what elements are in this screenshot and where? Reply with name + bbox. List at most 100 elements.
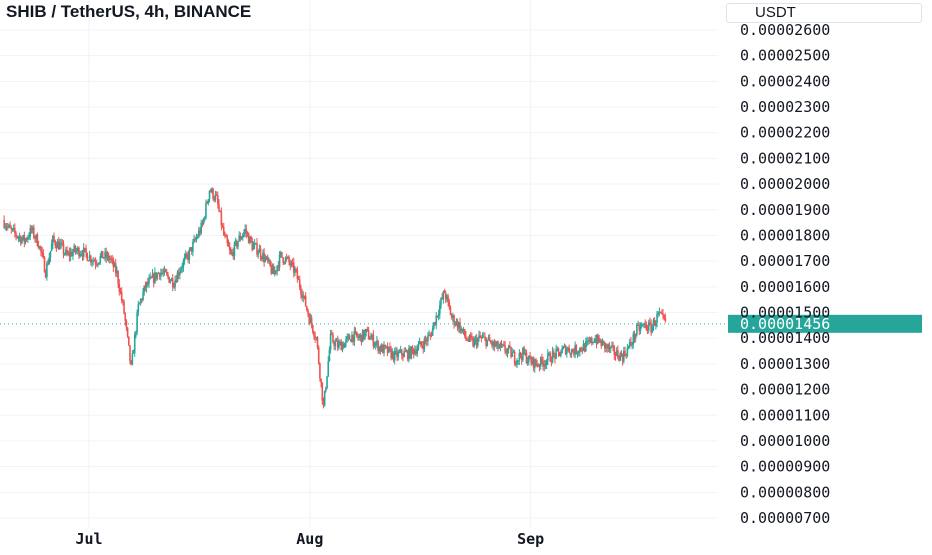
candle-body (274, 270, 276, 275)
candle-body (342, 344, 345, 348)
candle-body (568, 347, 571, 353)
candle-body (543, 363, 546, 367)
candle-body (99, 256, 102, 263)
candle-body (88, 255, 91, 261)
candle-body (658, 312, 661, 314)
candle-body (228, 246, 231, 251)
candle-body (315, 337, 318, 339)
candle-body (170, 278, 173, 281)
candle-body (500, 343, 503, 346)
candle-body (443, 291, 446, 293)
candle-body (536, 363, 538, 367)
last-price-label: 0.00001456 (740, 315, 830, 333)
candle-body (525, 352, 528, 363)
candle-body (21, 238, 23, 244)
candle-body (208, 190, 211, 200)
candle-body (403, 351, 405, 357)
candle-body (613, 346, 616, 356)
candle-body (602, 340, 605, 342)
candle-body (81, 253, 84, 257)
currency-selector[interactable]: USDT (726, 3, 922, 23)
candle-body (605, 344, 607, 349)
candle-body (245, 228, 248, 234)
candle-body (95, 264, 98, 266)
candle-body (429, 334, 432, 336)
candle-body (314, 336, 316, 339)
candle-body (523, 347, 525, 355)
candle-body (611, 345, 613, 347)
candle-body (174, 280, 176, 287)
candle-body (125, 320, 128, 328)
candle-body (266, 256, 269, 262)
candle-body (447, 296, 449, 302)
candle-body (650, 323, 652, 333)
candle-body (573, 351, 575, 355)
candle-body (25, 238, 28, 240)
candle-body (177, 272, 180, 276)
candle-body (516, 360, 518, 365)
candle-body (196, 236, 199, 238)
candle-body (478, 335, 480, 339)
candle-body (332, 334, 334, 343)
y-tick-label: 0.00001400 (740, 329, 830, 347)
candle-body (302, 295, 305, 298)
candle-body (282, 257, 284, 263)
candle-body (193, 238, 195, 243)
candle-body (345, 338, 347, 344)
candle-body (398, 352, 401, 354)
y-tick-label: 0.00001300 (740, 355, 830, 373)
candle-body (646, 329, 649, 331)
candle-body (94, 261, 97, 265)
candle-body (198, 230, 200, 237)
y-tick-label: 0.00000900 (740, 458, 830, 476)
candle-body (431, 327, 434, 336)
candle-body (55, 245, 58, 249)
candle-body (509, 345, 511, 348)
candle-body (541, 357, 543, 362)
candle-body (634, 334, 637, 339)
candle-body (9, 224, 11, 228)
candle-body (425, 340, 428, 342)
candle-body (281, 252, 283, 258)
candle-body (588, 340, 591, 342)
candle-body (592, 341, 594, 344)
candle-body (484, 336, 486, 338)
candle-body (230, 250, 232, 254)
candle-body (410, 346, 413, 359)
candle-body (226, 237, 229, 244)
candle-body (364, 331, 366, 339)
candle-body (551, 351, 554, 362)
candle-body (418, 341, 421, 345)
candle-body (11, 228, 14, 230)
candle-body (506, 349, 509, 353)
candle-body (617, 350, 619, 358)
y-tick-label: 0.00001100 (740, 406, 830, 424)
y-tick-label: 0.00002000 (740, 175, 830, 193)
candle-body (576, 352, 579, 354)
candle-body (117, 271, 119, 284)
candle-body (163, 269, 166, 273)
candle-body (651, 326, 654, 333)
candle-body (520, 356, 523, 360)
candle-body (440, 298, 442, 306)
candle-body (524, 352, 527, 355)
candle-body (63, 253, 66, 255)
candle-body (472, 338, 474, 347)
candle-body (106, 254, 109, 259)
price-axis: 0.00002600 0.00002500 0.00002400 0.00002300… (740, 21, 830, 527)
candle-body (142, 292, 144, 300)
last-price-badge (728, 314, 922, 333)
candle-body (131, 353, 134, 365)
candle-body (27, 237, 29, 240)
candle-body (168, 276, 170, 283)
candle-body (113, 263, 116, 268)
candle-body (531, 357, 534, 364)
candle-body (68, 252, 71, 257)
candle-body (417, 344, 420, 350)
candle-body (377, 340, 379, 352)
candle-body (143, 285, 146, 293)
candle-body (6, 226, 9, 228)
y-tick-label: 0.00002100 (740, 149, 830, 167)
candle-body (85, 248, 87, 254)
